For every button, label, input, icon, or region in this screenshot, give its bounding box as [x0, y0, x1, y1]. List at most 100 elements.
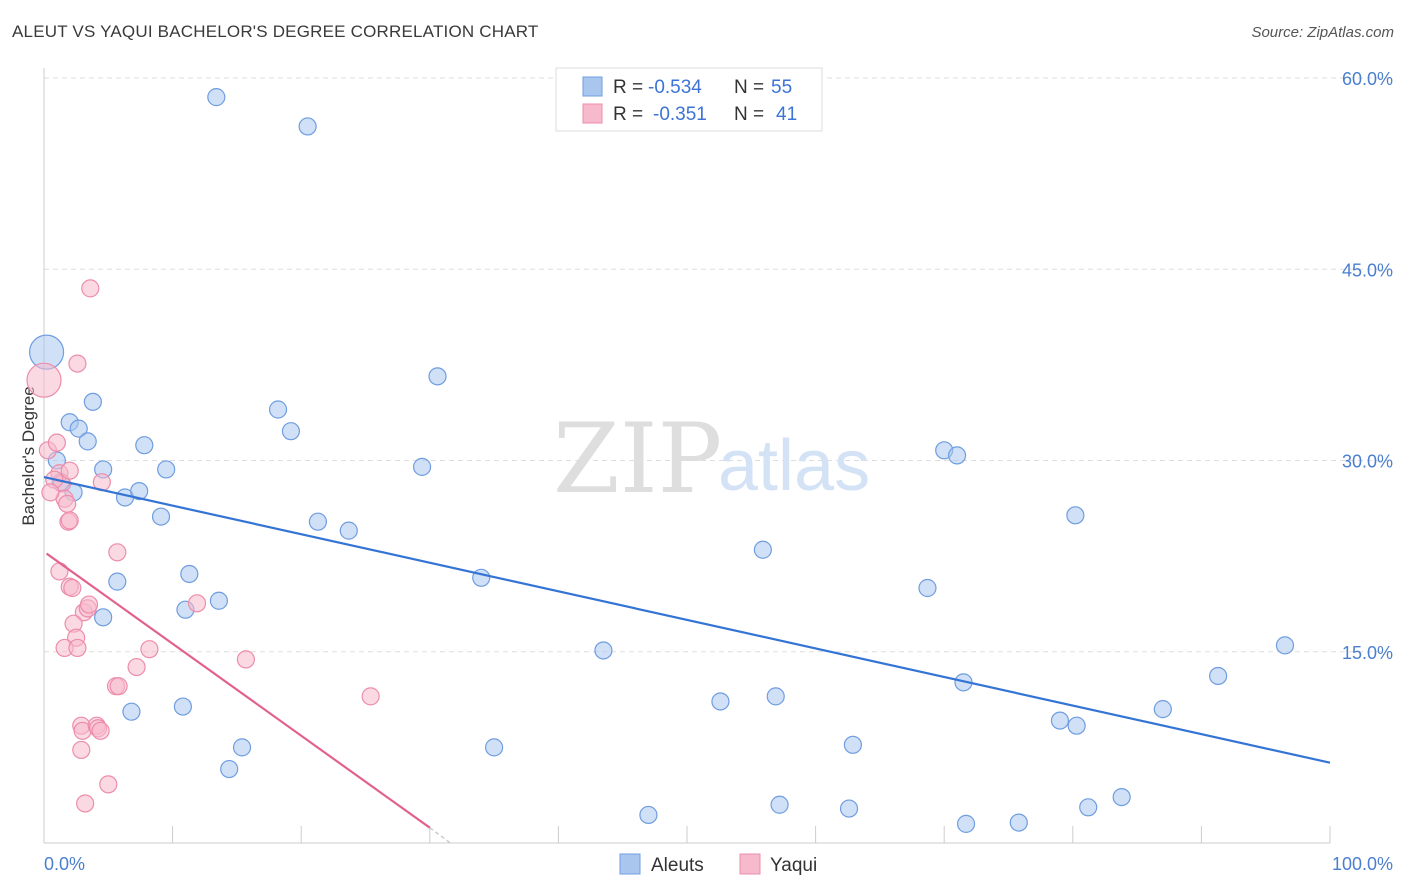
legend-yaqui-n-value: 41 [776, 104, 797, 125]
legend-yaqui-r-value: -0.351 [653, 104, 707, 125]
yaqui-point-14 [50, 562, 69, 581]
y-tick-label-45: 45.0% [1342, 260, 1393, 280]
series-yaqui-points [26, 279, 380, 813]
aleut-point-39 [839, 799, 859, 818]
aleut-point-21 [122, 702, 141, 721]
aleut-point-52 [1153, 700, 1172, 719]
legend-yaqui-swatch [582, 103, 603, 124]
aleut-point-53 [1209, 666, 1228, 686]
legend-aleut-n-label: N = [734, 77, 764, 98]
aleut-point-43 [947, 446, 967, 465]
aleut-point-30 [428, 367, 447, 386]
aleut-point-20 [209, 591, 228, 610]
aleut-point-15 [157, 460, 176, 479]
aleut-point-29 [412, 457, 432, 476]
aleut-point-2 [298, 117, 317, 136]
yaqui-point-13 [108, 543, 127, 562]
chart-source: Source: ZipAtlas.com [1251, 24, 1394, 41]
series-legend-aleut-label: Aleuts [651, 855, 704, 876]
aleut-point-26 [281, 422, 301, 441]
aleut-point-50 [1079, 798, 1098, 817]
yaqui-point-38 [76, 794, 95, 813]
yaqui-point-8 [58, 494, 77, 513]
legend-aleut-n-value: 55 [771, 77, 792, 98]
legend-aleut-r-label: R = [613, 77, 643, 98]
yaqui-point-35 [91, 721, 110, 740]
yaqui-point-27 [140, 640, 159, 659]
legend-yaqui-n-label: N = [734, 104, 764, 125]
aleut-point-27 [308, 512, 328, 531]
y-tick-label-30: 30.0% [1342, 452, 1393, 472]
yaqui-point-2 [68, 354, 87, 373]
yaqui-point-37 [99, 775, 118, 794]
aleut-point-13 [135, 436, 154, 455]
yaqui-point-28 [187, 594, 207, 613]
series-legend: Aleuts Yaqui [619, 853, 817, 876]
x-tick-labels: 0.0% 100.0% [44, 854, 1393, 874]
series-legend-aleut-swatch [619, 853, 641, 875]
yaqui-point-23 [68, 638, 87, 658]
legend-aleut-swatch [582, 76, 603, 97]
aleut-point-14 [151, 507, 171, 526]
aleut-point-22 [173, 697, 192, 716]
yaqui-point-4 [47, 433, 66, 452]
aleut-point-19 [180, 564, 199, 584]
yaqui-point-40 [60, 511, 79, 530]
aleut-point-37 [766, 687, 785, 706]
yaqui-point-19 [79, 595, 99, 614]
aleut-point-16 [108, 572, 127, 591]
aleut-point-46 [1009, 813, 1028, 832]
yaqui-point-29 [236, 650, 256, 669]
yaqui-point-36 [72, 740, 91, 760]
aleut-point-49 [1066, 506, 1085, 525]
aleut-point-7 [69, 419, 88, 438]
aleut-point-47 [1050, 711, 1070, 730]
aleut-point-54 [1275, 636, 1295, 655]
y-tick-label-60: 60.0% [1342, 69, 1393, 89]
yaqui-trend-line [45, 552, 431, 829]
aleut-point-45 [956, 814, 976, 833]
series-legend-yaqui-swatch [739, 853, 761, 875]
aleut-point-32 [485, 738, 504, 757]
aleut-point-40 [843, 735, 862, 754]
y-axis-label: Bachelor's Degree [19, 386, 38, 525]
aleut-point-17 [94, 608, 113, 627]
aleut-point-25 [268, 400, 288, 419]
aleut-point-8 [78, 432, 97, 451]
aleut-point-48 [1067, 716, 1086, 735]
yaqui-point-9 [60, 461, 79, 480]
aleut-point-38 [770, 795, 789, 814]
y-tick-labels: 15.0% 30.0% 45.0% 60.0% [1342, 69, 1393, 663]
aleut-point-12 [130, 482, 149, 501]
aleut-trend-line [43, 476, 1331, 764]
yaqui-point-11 [41, 483, 60, 502]
legend-aleut-r-value: -0.534 [648, 77, 702, 98]
legend-yaqui-r-label: R = [613, 104, 643, 125]
y-tick-label-15: 15.0% [1342, 643, 1393, 663]
aleut-point-9 [83, 392, 102, 411]
yaqui-trend-extension [429, 827, 451, 844]
yaqui-point-16 [63, 578, 82, 598]
chart-title: ALEUT VS YAQUI BACHELOR'S DEGREE CORRELA… [12, 22, 539, 41]
aleut-point-33 [594, 641, 613, 660]
yaqui-point-26 [127, 657, 146, 677]
aleut-point-1 [207, 88, 226, 107]
watermark-atlas: atlas [718, 426, 870, 506]
correlation-legend: R = -0.534 N = 55 R = -0.351 N = 41 [555, 67, 823, 132]
series-legend-yaqui-label: Yaqui [770, 855, 817, 876]
trend-lines [43, 476, 1331, 844]
yaqui-point-25 [109, 677, 128, 696]
gridlines [44, 77, 1392, 653]
yaqui-point-30 [361, 687, 380, 706]
aleut-point-51 [1112, 787, 1131, 807]
aleut-point-41 [918, 578, 937, 598]
watermark-zip: ZIP [553, 403, 722, 515]
aleut-point-23 [232, 738, 252, 757]
x-tick-label-min: 0.0% [44, 854, 85, 874]
watermark: ZIP atlas [553, 403, 870, 515]
yaqui-point-0 [26, 362, 62, 398]
aleut-point-24 [220, 759, 239, 779]
aleut-point-35 [711, 692, 730, 711]
aleut-point-34 [639, 805, 658, 825]
